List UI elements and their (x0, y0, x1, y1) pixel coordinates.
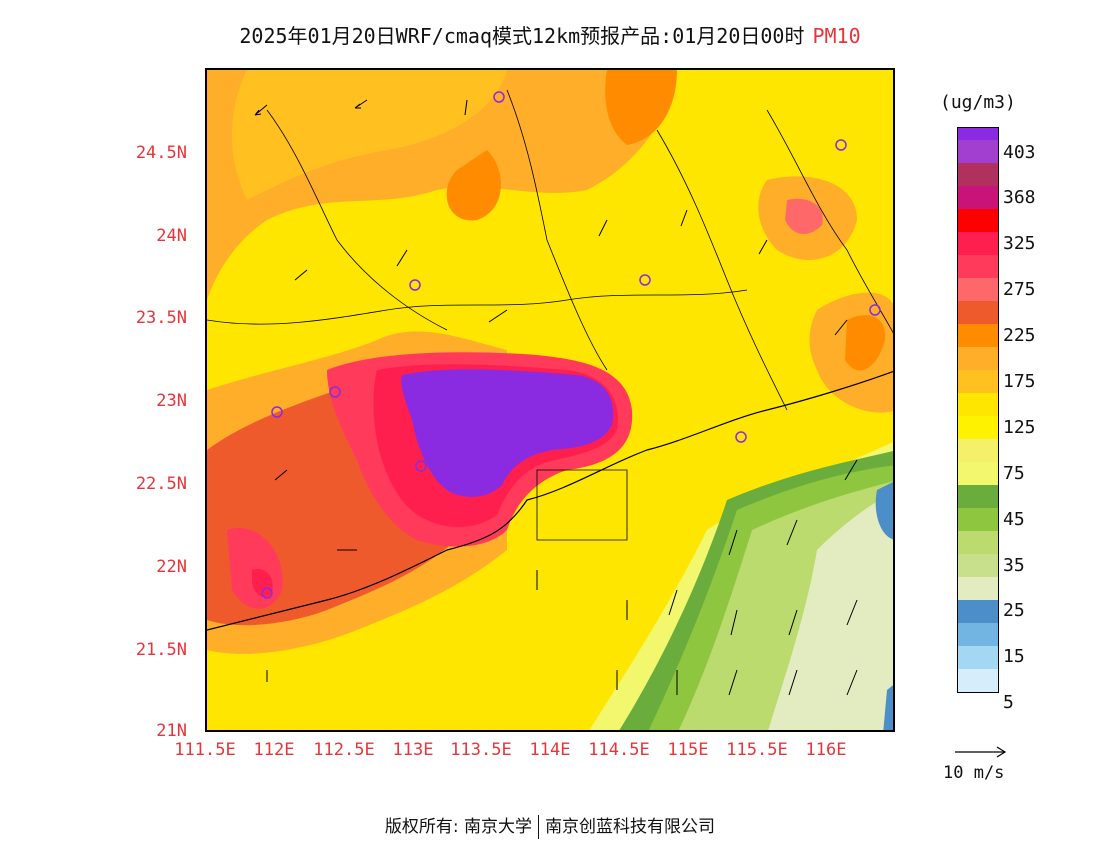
reference-wind-arrow (955, 746, 1007, 758)
legend-colorbar (957, 127, 999, 693)
copyright-separator (538, 815, 540, 839)
legend-swatch (958, 485, 998, 508)
legend-swatch (958, 393, 998, 416)
x-tick-label: 114.5E (588, 740, 650, 760)
pm10-concentration-map (205, 68, 895, 732)
y-tick-label: 21N (156, 721, 187, 741)
legend-swatch (958, 577, 998, 600)
legend-swatch (958, 278, 998, 301)
title-main: 2025年01月20日WRF/cmaq模式12km预报产品:01月20日00时 (239, 24, 805, 48)
copyright-owner1: 版权所有: 南京大学 (384, 817, 533, 837)
pollutant-label: PM10 (812, 24, 861, 48)
x-tick-label: 113.5E (450, 740, 512, 760)
legend-swatch (958, 508, 998, 531)
copyright: 版权所有: 南京大学 南京创蓝科技有限公司 (0, 812, 1100, 839)
legend-swatch (958, 623, 998, 646)
x-tick-label: 115.5E (726, 740, 788, 760)
legend-swatch (958, 646, 998, 669)
legend-swatch (958, 186, 998, 209)
legend-label: 325 (1003, 233, 1036, 254)
legend-label: 175 (1003, 371, 1036, 392)
legend-label: 15 (1003, 646, 1025, 667)
x-tick-label: 113E (392, 740, 434, 760)
legend-swatch (958, 462, 998, 485)
legend-swatch (958, 324, 998, 347)
legend-label: 368 (1003, 187, 1036, 208)
reference-wind-label: 10 m/s (943, 763, 1005, 783)
legend-swatch (958, 347, 998, 370)
legend-label: 275 (1003, 279, 1036, 300)
legend-swatch (958, 128, 998, 140)
legend-swatch (958, 232, 998, 255)
legend-swatch (958, 554, 998, 577)
legend-label: 125 (1003, 417, 1036, 438)
legend-swatch (958, 439, 998, 462)
x-tick-label: 115E (667, 740, 709, 760)
legend-swatch (958, 255, 998, 278)
legend-swatch (958, 140, 998, 163)
x-tick-label: 114E (529, 740, 571, 760)
legend-swatch (958, 416, 998, 439)
legend-label: 25 (1003, 600, 1025, 621)
legend-swatch (958, 669, 998, 692)
y-tick-label: 23N (156, 391, 187, 411)
x-tick-label: 116E (805, 740, 847, 760)
legend-swatch (958, 370, 998, 393)
copyright-owner2: 南京创蓝科技有限公司 (545, 817, 716, 837)
y-tick-label: 24.5N (135, 143, 187, 163)
legend-swatch (958, 531, 998, 554)
chart-title: 2025年01月20日WRF/cmaq模式12km预报产品:01月20日00时 P… (0, 20, 1100, 49)
y-tick-label: 21.5N (135, 640, 187, 660)
legend-label: 75 (1003, 463, 1025, 484)
legend-label: 403 (1003, 142, 1036, 163)
x-tick-label: 111.5E (174, 740, 236, 760)
map-canvas (207, 70, 893, 730)
legend-swatch (958, 301, 998, 324)
legend-label: 45 (1003, 509, 1025, 530)
legend-unit: (ug/m3) (940, 92, 1016, 113)
legend-label: 35 (1003, 555, 1025, 576)
y-tick-label: 24N (156, 226, 187, 246)
y-tick-label: 22N (156, 557, 187, 577)
legend-label: 225 (1003, 325, 1036, 346)
legend-label: 5 (1003, 692, 1014, 713)
x-tick-label: 112E (253, 740, 295, 760)
x-tick-label: 112.5E (313, 740, 375, 760)
legend-swatch (958, 600, 998, 623)
y-tick-label: 23.5N (135, 308, 187, 328)
y-tick-label: 22.5N (135, 474, 187, 494)
legend-swatch (958, 163, 998, 186)
legend-swatch (958, 209, 998, 232)
